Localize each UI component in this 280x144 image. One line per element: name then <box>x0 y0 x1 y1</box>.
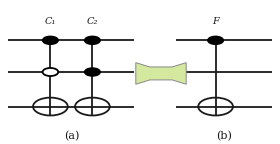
Polygon shape <box>136 63 186 84</box>
Circle shape <box>43 68 58 76</box>
Circle shape <box>85 36 100 44</box>
Text: (a): (a) <box>64 131 79 141</box>
Text: C₁: C₁ <box>45 17 56 26</box>
Text: F: F <box>212 17 219 26</box>
Text: (b): (b) <box>216 131 232 141</box>
Circle shape <box>85 68 100 76</box>
Circle shape <box>198 98 233 115</box>
Circle shape <box>43 36 58 44</box>
Text: C₂: C₂ <box>87 17 98 26</box>
Circle shape <box>75 98 110 115</box>
Circle shape <box>33 98 68 115</box>
Circle shape <box>208 36 223 44</box>
